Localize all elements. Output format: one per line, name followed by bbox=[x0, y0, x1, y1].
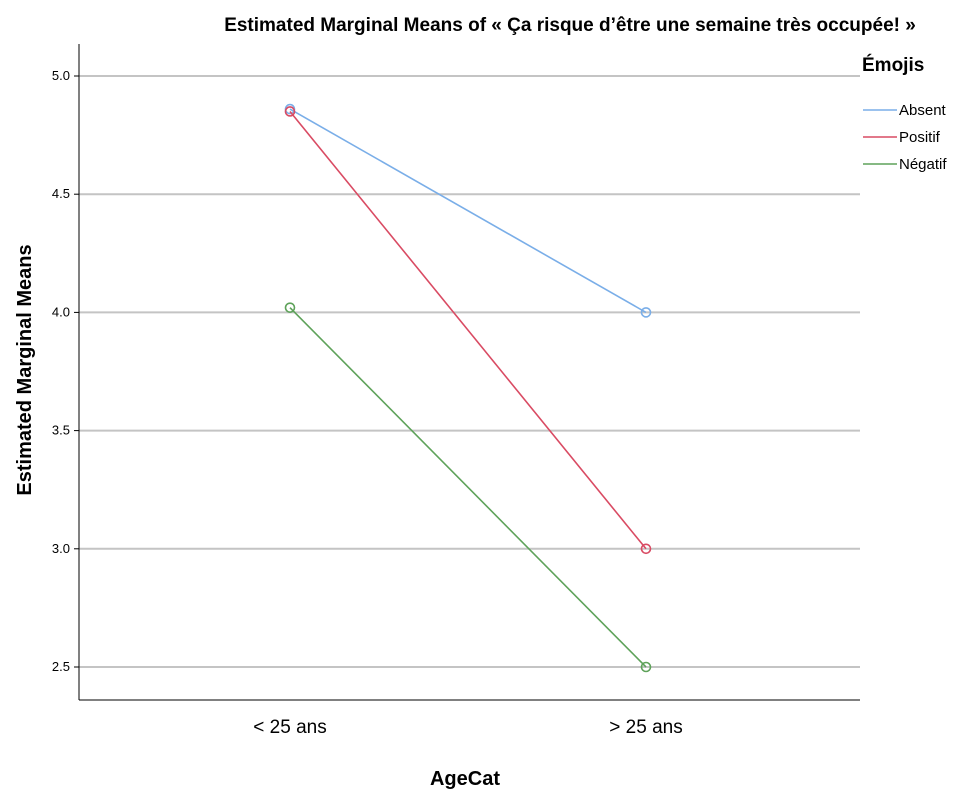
series-line-absent bbox=[289, 108, 647, 314]
y-tick-labels: 2.5 3.0 3.5 4.0 4.5 5.0 bbox=[52, 68, 79, 674]
y-tick-label: 4.5 bbox=[52, 186, 70, 201]
legend-label: Négatif bbox=[899, 156, 947, 173]
y-tick-label: 4.0 bbox=[52, 304, 70, 319]
x-axis-title: AgeCat bbox=[430, 768, 500, 790]
legend-title: Émojis bbox=[862, 54, 924, 76]
data-point bbox=[640, 543, 652, 555]
axes bbox=[78, 44, 860, 701]
x-tick-label: < 25 ans bbox=[253, 717, 326, 738]
series-group bbox=[284, 103, 652, 673]
data-point bbox=[640, 661, 652, 673]
data-point bbox=[284, 302, 296, 313]
legend: Émojis Absent Positif Négatif bbox=[862, 54, 947, 173]
legend-label: Absent bbox=[899, 102, 947, 119]
y-tick-label: 3.0 bbox=[52, 541, 70, 556]
data-point bbox=[284, 106, 296, 117]
y-tick-label: 3.5 bbox=[52, 423, 70, 438]
y-axis-title: Estimated Marginal Means bbox=[14, 244, 36, 495]
y-tick-label: 5.0 bbox=[52, 68, 70, 83]
chart-title: Estimated Marginal Means of « Ça risque … bbox=[224, 15, 916, 36]
x-tick-label: > 25 ans bbox=[609, 717, 682, 738]
series-line-positif bbox=[289, 110, 647, 550]
legend-label: Positif bbox=[899, 129, 941, 146]
data-point bbox=[640, 307, 652, 318]
gridlines bbox=[79, 75, 860, 668]
x-tick-labels: < 25 ans > 25 ans bbox=[253, 717, 682, 738]
series-line-négatif bbox=[289, 307, 647, 668]
y-tick-label: 2.5 bbox=[52, 659, 70, 674]
